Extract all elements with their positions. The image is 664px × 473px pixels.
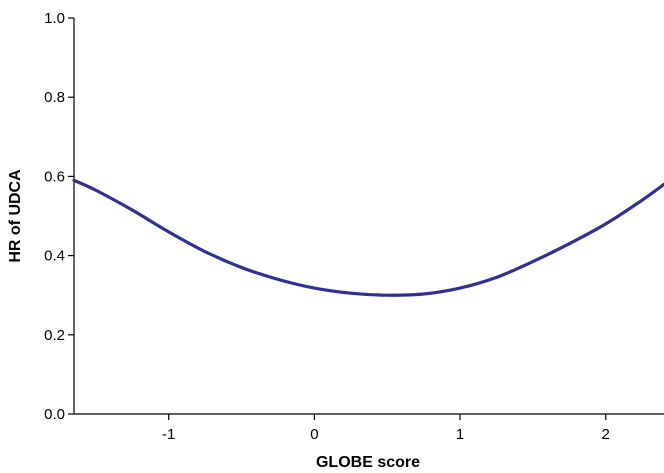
- plot-area: [72, 178, 664, 297]
- x-tick-label: 0: [310, 426, 318, 443]
- y-tick-label: 0.8: [44, 89, 65, 106]
- y-tick-label: 1.0: [44, 10, 65, 27]
- hr-curve-line: [72, 178, 664, 297]
- x-axis-title: GLOBE score: [316, 454, 420, 471]
- x-tick-label: 1: [456, 426, 464, 443]
- y-tick-label: 0.6: [44, 168, 65, 185]
- y-tick-label: 0.2: [44, 327, 65, 344]
- y-axis-ticks: 0.0 0.2 0.4 0.6 0.8 1.0: [44, 10, 74, 423]
- x-tick-label: 2: [602, 426, 610, 443]
- y-tick-label: 0.0: [44, 406, 65, 423]
- x-axis-ticks: -1 0 1 2: [162, 414, 610, 443]
- x-tick-label: -1: [162, 426, 175, 443]
- y-axis-title: HR of UDCA: [7, 169, 24, 263]
- y-tick-label: 0.4: [44, 248, 65, 265]
- axes: [73, 18, 664, 415]
